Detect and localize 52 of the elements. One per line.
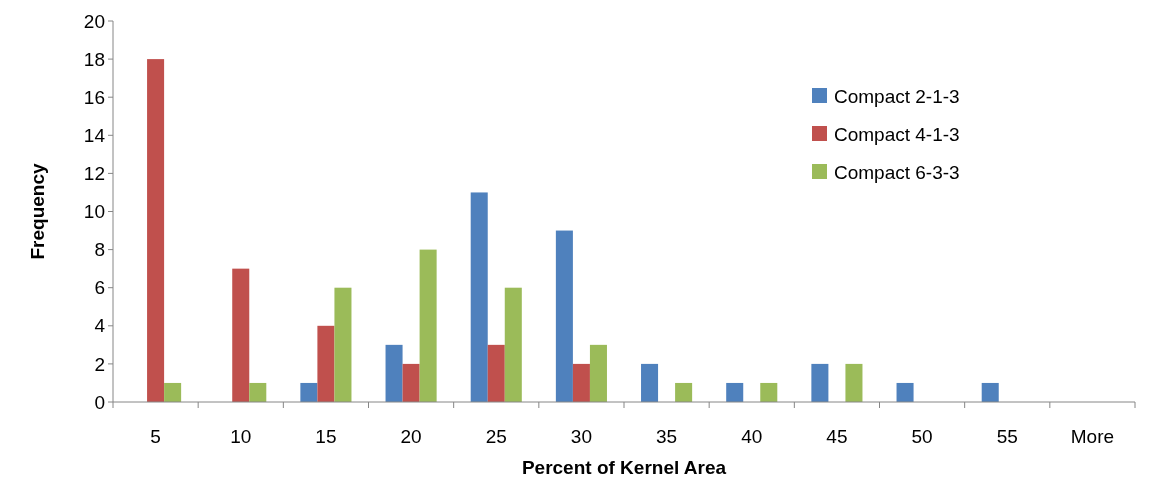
- legend-label: Compact 6-3-3: [834, 161, 960, 183]
- bar: [981, 382, 999, 402]
- bar: [896, 382, 914, 402]
- x-tick-label: 40: [741, 426, 763, 447]
- y-tick-label: 12: [83, 163, 105, 185]
- bar: [845, 363, 863, 402]
- bar: [487, 344, 505, 402]
- x-tick-label: More: [1070, 426, 1115, 447]
- x-tick-label: 20: [400, 426, 422, 447]
- bar: [334, 287, 352, 402]
- x-tick-label: 15: [315, 426, 337, 447]
- x-axis-title: Percent of Kernel Area: [521, 457, 727, 478]
- bar: [675, 382, 693, 402]
- bar: [555, 230, 573, 402]
- y-tick-label: 2: [94, 353, 105, 375]
- x-tick-label: 50: [911, 426, 933, 447]
- bar: [147, 59, 165, 402]
- y-tick-label: 16: [83, 86, 105, 108]
- bar: [760, 382, 778, 402]
- bar: [402, 363, 420, 402]
- y-tick-label: 14: [83, 124, 106, 146]
- legend-label: Compact 2-1-3: [834, 85, 960, 107]
- y-tick-label: 0: [94, 391, 105, 413]
- y-tick-label: 4: [94, 315, 106, 337]
- y-tick-label: 10: [83, 201, 105, 223]
- x-tick-label: 45: [826, 426, 848, 447]
- bar: [385, 344, 403, 402]
- bar: [300, 382, 318, 402]
- bar: [811, 363, 829, 402]
- y-tick-label: 8: [94, 239, 105, 261]
- bar: [249, 382, 267, 402]
- x-tick-label: 55: [996, 426, 1018, 447]
- bar: [419, 249, 437, 402]
- x-tick-label: 30: [570, 426, 592, 447]
- y-axis-title: Frequency: [27, 163, 48, 260]
- bar: [641, 363, 659, 402]
- x-tick-label: 35: [656, 426, 678, 447]
- bar: [589, 344, 607, 402]
- bar: [317, 325, 335, 402]
- x-tick-label: 25: [485, 426, 507, 447]
- x-tick-label: 5: [150, 426, 161, 447]
- bar: [504, 287, 522, 402]
- bar: [470, 192, 488, 402]
- legend-label: Compact 4-1-3: [834, 123, 960, 145]
- bar: [164, 382, 182, 402]
- y-tick-label: 20: [83, 10, 105, 32]
- bar: [726, 382, 744, 402]
- y-tick-label: 18: [83, 48, 105, 70]
- y-tick-label: 6: [94, 277, 105, 299]
- bar: [232, 268, 250, 402]
- x-tick-label: 10: [230, 426, 252, 447]
- bar: [572, 363, 590, 402]
